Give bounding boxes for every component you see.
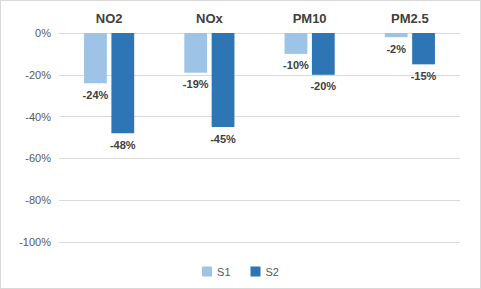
svg-text:S1: S1 [217,266,230,278]
svg-text:-40%: -40% [25,111,51,123]
svg-text:-15%: -15% [411,70,437,82]
svg-text:-10%: -10% [283,59,309,71]
svg-text:S2: S2 [266,266,279,278]
svg-text:NOx: NOx [196,11,224,26]
svg-text:-80%: -80% [25,194,51,206]
svg-text:-19%: -19% [183,78,209,90]
svg-text:-20%: -20% [25,69,51,81]
svg-text:-48%: -48% [110,139,136,151]
svg-text:PM2.5: PM2.5 [391,11,429,26]
svg-text:-45%: -45% [210,133,236,145]
svg-text:-20%: -20% [310,80,336,92]
svg-text:PM10: PM10 [293,11,327,26]
svg-text:-24%: -24% [83,89,109,101]
svg-text:NO2: NO2 [96,11,123,26]
svg-text:-100%: -100% [19,236,51,248]
svg-text:-2%: -2% [386,43,406,55]
svg-text:-60%: -60% [25,152,51,164]
svg-text:0%: 0% [35,27,51,39]
